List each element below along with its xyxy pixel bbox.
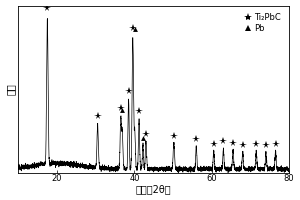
Legend: Ti₂PbC, Pb: Ti₂PbC, Pb — [243, 11, 282, 34]
X-axis label: 角度（2θ）: 角度（2θ） — [136, 184, 172, 194]
Y-axis label: 强度: 强度 — [6, 83, 16, 95]
